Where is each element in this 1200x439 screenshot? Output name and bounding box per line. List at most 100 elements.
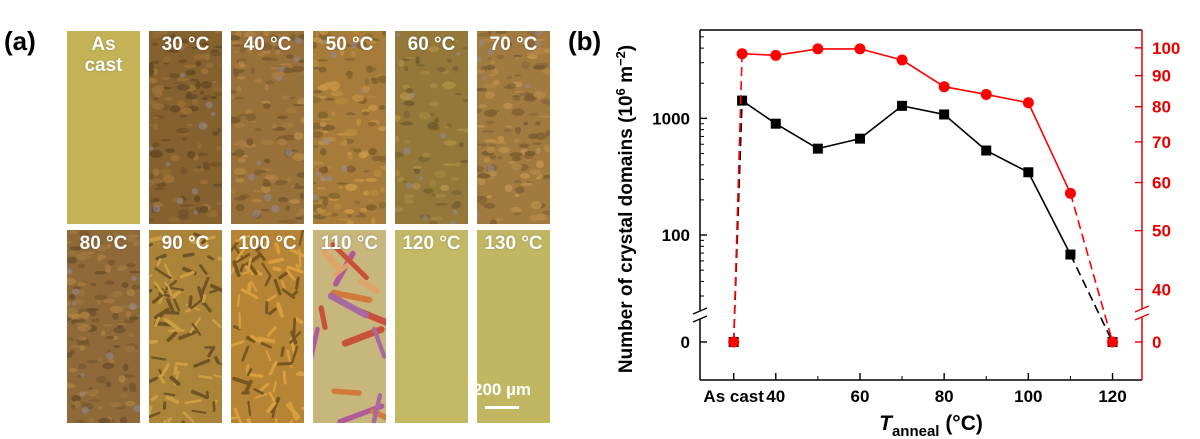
domain-series-line — [943, 113, 987, 152]
y-left-tick-label: 100 — [662, 226, 690, 245]
domain-series-line — [1027, 171, 1072, 255]
tile-temperature-label: 130 °C — [484, 233, 543, 254]
coverage-data-point — [812, 43, 824, 55]
micrograph-texture — [395, 230, 468, 423]
micrograph-tile: 30 °C — [149, 31, 222, 224]
coverage-data-point — [736, 48, 748, 60]
x-tick-label: 80 — [935, 387, 954, 406]
y-left-break-mark — [692, 315, 708, 323]
domain-data-point — [737, 95, 748, 106]
coverage-data-point — [770, 49, 782, 61]
micrograph-texture — [231, 31, 304, 224]
micrograph-texture — [477, 31, 550, 224]
micrograph-texture — [231, 230, 304, 423]
micrograph-tile: 70 °C — [477, 31, 550, 224]
tile-temperature-label: 60 °C — [407, 34, 456, 55]
coverage-data-point — [854, 43, 866, 55]
coverage-series-line — [775, 48, 818, 57]
scale-bar-label: 200 µm — [477, 380, 531, 399]
coverage-data-point — [980, 88, 992, 100]
micrograph-tile: 60 °C — [395, 31, 468, 224]
micrograph-tile: 120 °C — [395, 230, 468, 423]
y-right-break-mark — [1134, 313, 1150, 321]
scale-bar — [485, 406, 519, 409]
tile-temperature-label: 120 °C — [402, 233, 461, 254]
coverage-series-line — [1069, 193, 1114, 343]
micrograph-tile: 100 °C — [231, 230, 304, 423]
micrograph-texture — [395, 32, 468, 224]
y-left-tick-label: 1000 — [652, 109, 690, 128]
y-right-break-mark — [1134, 305, 1150, 313]
micrograph-texture — [313, 31, 386, 224]
domain-series-line — [1069, 254, 1114, 343]
y-left-axis-label: Number of crystal domains (106 m−2) — [613, 45, 637, 373]
domain-series-line — [985, 149, 1029, 173]
x-tick-label: 60 — [851, 387, 870, 406]
domain-data-point — [1023, 167, 1034, 178]
x-axis-label: Tanneal (°C) — [879, 412, 983, 438]
micrograph-texture — [149, 232, 222, 423]
y-left-break-mark — [692, 307, 708, 315]
tile-temperature-label: 70 °C — [489, 34, 538, 55]
domain-data-point — [981, 145, 992, 156]
coverage-series-line — [1027, 102, 1072, 194]
panel-b-label: (b) — [568, 26, 602, 56]
domain-data-point — [770, 118, 781, 129]
micrograph-tile: 90 °C — [149, 230, 222, 423]
domain-data-point — [897, 100, 908, 111]
domain-series-line — [817, 137, 861, 150]
y-right-tick-label: 60 — [1152, 174, 1171, 193]
coverage-data-point — [1022, 97, 1034, 109]
tile-temperature-label: As cast — [84, 34, 123, 76]
domain-series-line — [859, 105, 903, 140]
y-right-tick-label: 90 — [1152, 67, 1171, 86]
coverage-data-point — [1064, 187, 1076, 199]
coverage-series-line — [742, 52, 776, 57]
micrograph-tile: 110 °C — [313, 230, 386, 423]
micrograph-tile: 130 °C 200 µm — [477, 230, 550, 423]
domain-data-point — [1065, 249, 1076, 260]
domain-data-point — [854, 133, 865, 144]
domain-series-line — [741, 99, 777, 125]
domain-data-point — [812, 143, 823, 154]
micrograph-tile: 50 °C — [313, 31, 386, 224]
coverage-series-line — [986, 93, 1029, 104]
x-tick-label: 100 — [1014, 387, 1042, 406]
x-tick-label: 120 — [1098, 387, 1126, 406]
domain-series-line — [775, 123, 819, 150]
micrograph-texture — [67, 230, 140, 423]
coverage-series-line — [859, 48, 903, 61]
y-right-tick-label: 50 — [1152, 222, 1171, 241]
x-tick-label: 40 — [766, 387, 785, 406]
coverage-data-point — [896, 54, 908, 66]
micrograph-tile: As cast — [67, 31, 140, 224]
panel-a-label: (a) — [4, 26, 36, 56]
micrograph-tile: 80 °C — [67, 230, 140, 423]
coverage-series-line — [732, 53, 743, 343]
tile-temperature-label: 100 °C — [238, 233, 297, 254]
y-right-tick-label: 70 — [1152, 133, 1171, 152]
domain-series-line — [901, 105, 945, 116]
x-tick-label: As cast — [703, 387, 764, 406]
y-left-tick-label: 0 — [681, 333, 690, 352]
micrograph-tile: 40 °C — [231, 31, 304, 224]
y-right-tick-label: 0 — [1152, 333, 1161, 352]
coverage-series-line — [901, 59, 945, 88]
coverage-data-point — [938, 81, 950, 93]
y-right-tick-label: 80 — [1152, 98, 1171, 117]
micrograph-texture — [149, 31, 222, 223]
tile-temperature-label: 50 °C — [325, 34, 374, 55]
tile-temperature-label: 40 °C — [243, 34, 292, 55]
tile-temperature-label: 30 °C — [161, 34, 210, 55]
domain-data-point — [939, 109, 950, 120]
coverage-data-point — [1107, 336, 1119, 348]
tile-temperature-label: 110 °C — [320, 233, 379, 254]
coverage-series-line — [944, 85, 987, 96]
y-right-tick-label: 40 — [1152, 280, 1171, 299]
micrograph-texture — [313, 242, 386, 423]
tile-temperature-label: 90 °C — [161, 233, 210, 254]
tile-temperature-label: 80 °C — [79, 233, 128, 254]
coverage-data-point — [728, 336, 740, 348]
y-right-tick-label: 100 — [1152, 39, 1180, 58]
